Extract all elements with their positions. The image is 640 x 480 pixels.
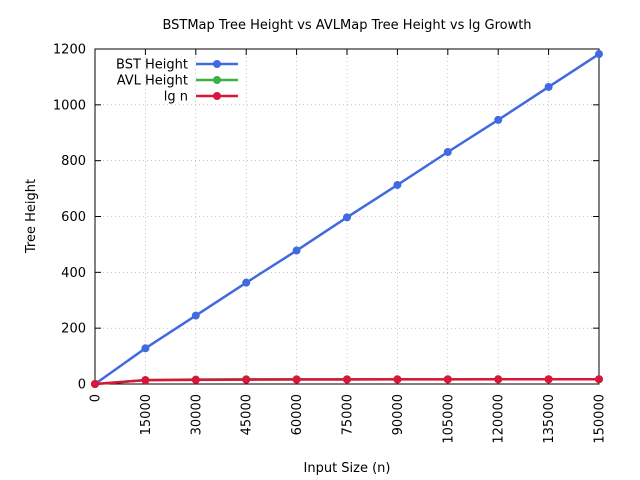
data-point-bst-height (393, 180, 402, 189)
data-point-lg-n (443, 375, 452, 384)
y-tick-label: 1000 (53, 98, 86, 113)
x-axis-label: Input Size (n) (304, 461, 391, 476)
y-tick-label: 400 (61, 266, 86, 281)
y-axis-ticks: 0 200 400 600 800 1000 1200 (53, 43, 599, 393)
chart-title: BSTMap Tree Height vs AVLMap Tree Height… (162, 18, 531, 33)
y-tick-label: 800 (61, 154, 86, 169)
series-group (91, 50, 603, 388)
data-point-bst-height (292, 246, 301, 255)
legend-swatch-marker-avl-height (213, 76, 221, 84)
y-tick-label: 1200 (53, 43, 86, 58)
data-point-bst-height (343, 213, 351, 222)
data-point-lg-n (494, 375, 503, 384)
data-point-lg-n (544, 375, 553, 384)
data-point-lg-n (393, 375, 402, 384)
x-tick-label: 15000 (139, 394, 154, 435)
data-point-lg-n (343, 375, 351, 384)
data-point-bst-height (544, 82, 553, 91)
data-point-bst-height (443, 148, 452, 157)
legend-swatch-marker-lg-n (213, 92, 221, 100)
legend-label-bst-height: BST Height (116, 58, 188, 73)
x-tick-label: 120000 (492, 394, 507, 444)
data-point-lg-n (595, 375, 603, 384)
data-point-lg-n (91, 380, 99, 388)
legend-label-lg-n: lg n (164, 90, 188, 105)
data-point-lg-n (292, 375, 301, 384)
x-tick-label: 150000 (593, 394, 608, 444)
legend-swatch-marker-bst-height (213, 60, 221, 68)
x-tick-label: 60000 (290, 394, 305, 435)
y-tick-label: 200 (61, 322, 86, 337)
x-tick-label: 45000 (240, 394, 255, 435)
y-tick-label: 0 (78, 378, 86, 393)
data-point-lg-n (242, 375, 251, 384)
data-point-bst-height (494, 115, 503, 124)
data-point-bst-height (595, 50, 603, 59)
legend-label-avl-height: AVL Height (117, 74, 188, 89)
data-point-bst-height (141, 344, 150, 353)
data-point-lg-n (141, 376, 150, 385)
x-tick-label: 135000 (542, 394, 557, 444)
data-point-lg-n (191, 375, 200, 384)
y-axis-label: Tree Height (24, 179, 39, 254)
x-tick-label: 30000 (189, 394, 204, 435)
data-point-bst-height (242, 278, 251, 287)
x-tick-label: 105000 (441, 394, 456, 444)
x-tick-label: 75000 (341, 394, 356, 435)
x-tick-label: 90000 (391, 394, 406, 435)
data-point-bst-height (191, 311, 200, 320)
x-tick-label: 0 (89, 394, 104, 402)
y-tick-label: 600 (61, 210, 86, 225)
